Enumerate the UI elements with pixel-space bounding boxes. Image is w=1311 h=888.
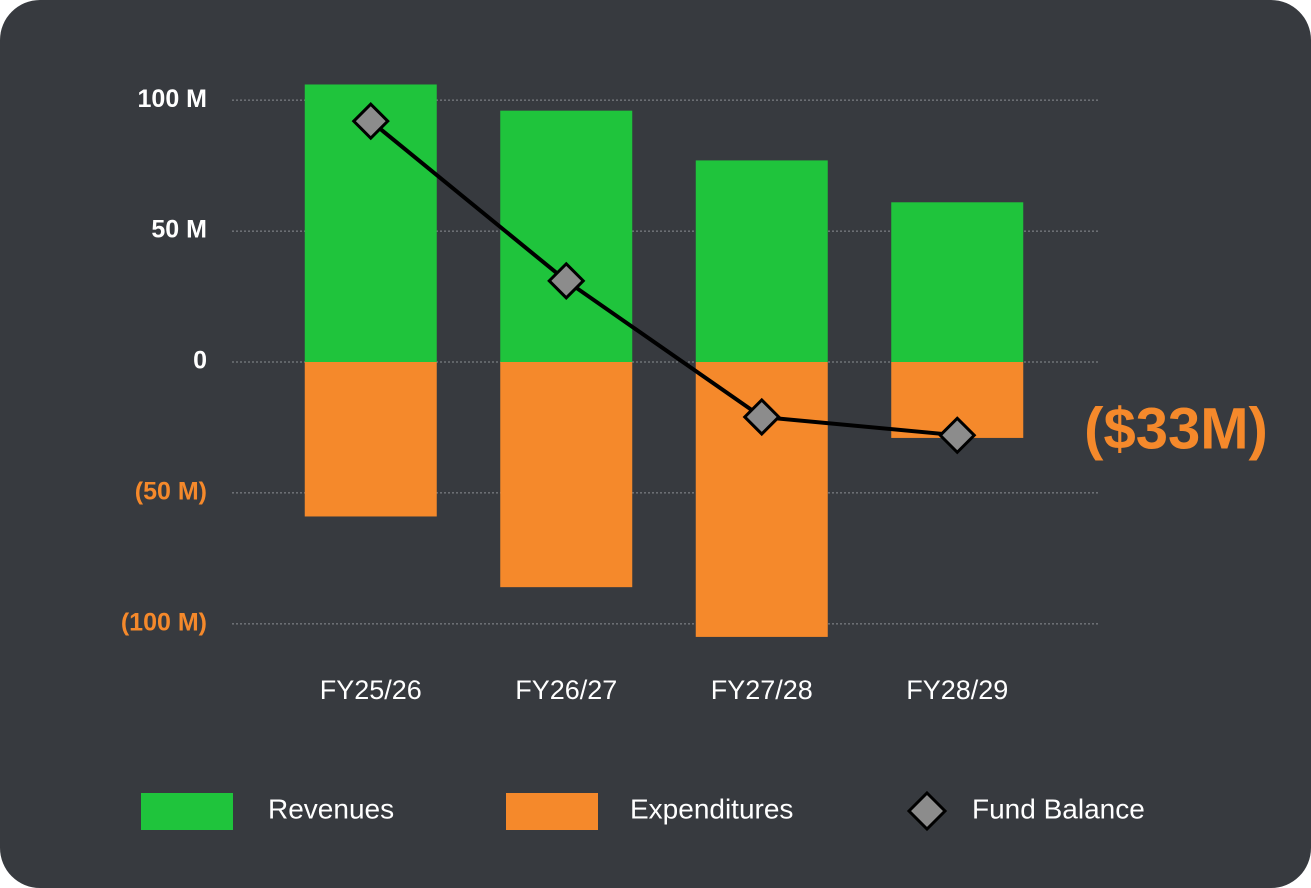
- fund-line: [369, 119, 958, 438]
- legend-swatch: [141, 793, 233, 830]
- bar: [500, 110, 633, 363]
- x-tick-label: FY25/26: [320, 675, 422, 705]
- fund-marker: [547, 261, 586, 300]
- x-tick-label: FY26/27: [515, 675, 617, 705]
- y-tick-label: 50 M: [151, 216, 207, 244]
- fund-marker: [938, 416, 977, 455]
- y-tick-label: (100 M): [121, 608, 207, 636]
- y-tick-label: (50 M): [135, 478, 207, 506]
- legend-swatch: [506, 793, 598, 830]
- fund-marker: [351, 102, 390, 141]
- annotation: ($33M): [1084, 396, 1268, 461]
- x-tick-label: FY28/29: [906, 675, 1008, 705]
- y-tick-label: 100 M: [138, 85, 207, 113]
- bar: [500, 362, 633, 588]
- bar: [695, 160, 828, 362]
- legend-label: Fund Balance: [972, 793, 1145, 824]
- x-tick-label: FY27/28: [711, 675, 813, 705]
- bar: [891, 202, 1024, 362]
- legend-label: Expenditures: [630, 793, 793, 824]
- legend-swatch: [906, 790, 948, 832]
- legend-label: Revenues: [268, 793, 394, 824]
- fund-marker: [742, 397, 781, 437]
- y-tick-label: 0: [193, 347, 207, 375]
- bar: [304, 362, 437, 517]
